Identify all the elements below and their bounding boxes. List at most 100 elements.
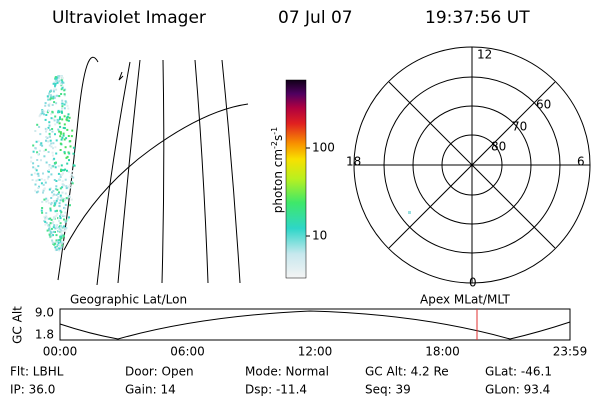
aurora-pixel: [62, 134, 65, 137]
aurora-pixel: [55, 161, 57, 164]
aurora-pixel: [58, 228, 61, 231]
aurora-pixel: [58, 122, 61, 125]
aurora-pixel: [47, 217, 50, 220]
aurora-pixel: [61, 191, 64, 194]
aurora-pixel: [54, 84, 57, 86]
info-field: GC Alt: 4.2 Re: [365, 365, 449, 379]
aurora-pixel: [61, 118, 64, 121]
aurora-pixel: [51, 191, 54, 194]
aurora-pixel: [50, 231, 53, 234]
aurora-pixel: [58, 202, 61, 205]
aurora-pixel: [43, 179, 46, 181]
aurora-pixel: [55, 234, 58, 237]
aurora-pixel: [44, 218, 47, 221]
aurora-pixel: [59, 142, 62, 145]
aurora-pixel: [44, 118, 47, 121]
info-field: GLat: -46.1: [485, 365, 552, 379]
aurora-pixel: [45, 222, 48, 225]
aurora-pixel: [54, 82, 57, 85]
aurora-pixel: [61, 105, 64, 108]
aurora-pixel: [58, 80, 61, 83]
title: Ultraviolet Imager: [52, 8, 206, 28]
aurora-pixel: [62, 229, 65, 232]
aurora-pixel: [61, 198, 64, 201]
aurora-pixel: [61, 169, 63, 172]
aurora-pixel: [56, 121, 59, 124]
lat-label: 60: [536, 98, 551, 112]
aurora-pixel: [68, 196, 71, 199]
aurora-pixel: [61, 136, 64, 139]
aurora-pixel: [61, 76, 64, 79]
aurora-pixel: [48, 121, 51, 124]
info-field: Flt: LBHL: [10, 365, 64, 379]
aurora-pixel: [49, 129, 51, 131]
aurora-pixel: [66, 162, 69, 165]
aurora-pixel: [50, 201, 53, 204]
aurora-pixel: [54, 76, 57, 79]
aurora-pixel: [57, 128, 60, 131]
aurora-pixel: [62, 81, 65, 84]
aurora-pixel: [64, 203, 67, 206]
aurora-pixel: [63, 107, 66, 110]
aurora-pixel: [60, 75, 62, 78]
aurora-pixel: [67, 107, 70, 110]
aurora-pixel: [58, 179, 60, 181]
aurora-pixel: [50, 234, 53, 237]
aurora-pixel: [67, 185, 70, 188]
aurora-pixel: [38, 149, 41, 152]
aurora-pixel: [65, 219, 68, 222]
aurora-pixel: [54, 146, 57, 149]
aurora-pixel: [61, 102, 64, 105]
aurora-pixel: [59, 125, 62, 128]
aurora-pixel: [69, 186, 72, 189]
aurora-pixel: [37, 165, 40, 168]
aurora-pixel: [45, 114, 48, 116]
aurora-pixel: [57, 75, 60, 77]
info-field: Gain: 14: [125, 383, 176, 397]
aurora-pixel: [46, 137, 49, 139]
aurora-pixel: [59, 217, 62, 220]
aurora-pixel: [60, 237, 63, 240]
aurora-pixel: [34, 147, 37, 150]
aurora-pixel: [53, 88, 55, 91]
aurora-pixel: [54, 166, 57, 169]
aurora-pixel: [51, 111, 54, 114]
aurora-pixel: [60, 88, 63, 91]
aurora-pixel: [61, 241, 64, 244]
aurora-pixel: [54, 242, 57, 245]
aurora-pixel: [47, 199, 49, 202]
aurora-pixel: [41, 211, 44, 214]
aurora-pixel: [64, 207, 67, 210]
aurora-pixel: [55, 194, 58, 196]
aurora-pixel: [65, 185, 68, 188]
aurora-pixel: [49, 209, 52, 212]
aurora-pixel: [51, 130, 54, 133]
aurora-pixel: [67, 170, 70, 173]
aurora-pixel: [59, 83, 62, 86]
aurora-pixel: [67, 195, 70, 198]
aurora-pixel: [61, 240, 64, 243]
aurora-pixel: [54, 215, 57, 218]
aurora-pixel: [71, 170, 74, 173]
aurora-pixel: [55, 214, 58, 217]
aurora-pixel: [66, 116, 69, 119]
aurora-pixel: [47, 170, 50, 173]
aurora-pixel: [43, 198, 46, 201]
aurora-pixel: [63, 152, 66, 155]
aurora-pixel: [39, 133, 42, 136]
aurora-pixel: [63, 127, 66, 130]
aurora-pixel: [72, 146, 75, 149]
aurora-pixel: [36, 159, 39, 161]
orbit-curve: [59, 310, 571, 340]
aurora-pixel: [50, 117, 53, 120]
aurora-pixel: [55, 78, 58, 81]
aurora-pixel: [55, 185, 58, 188]
aurora-pixel: [64, 211, 67, 214]
aurora-pixel: [39, 143, 42, 146]
aurora-pixel: [55, 225, 58, 228]
aurora-pixel: [45, 212, 48, 215]
aurora-pixel: [51, 104, 54, 106]
aurora-pixel: [34, 189, 37, 192]
info-field: GLon: 93.4: [485, 383, 550, 397]
